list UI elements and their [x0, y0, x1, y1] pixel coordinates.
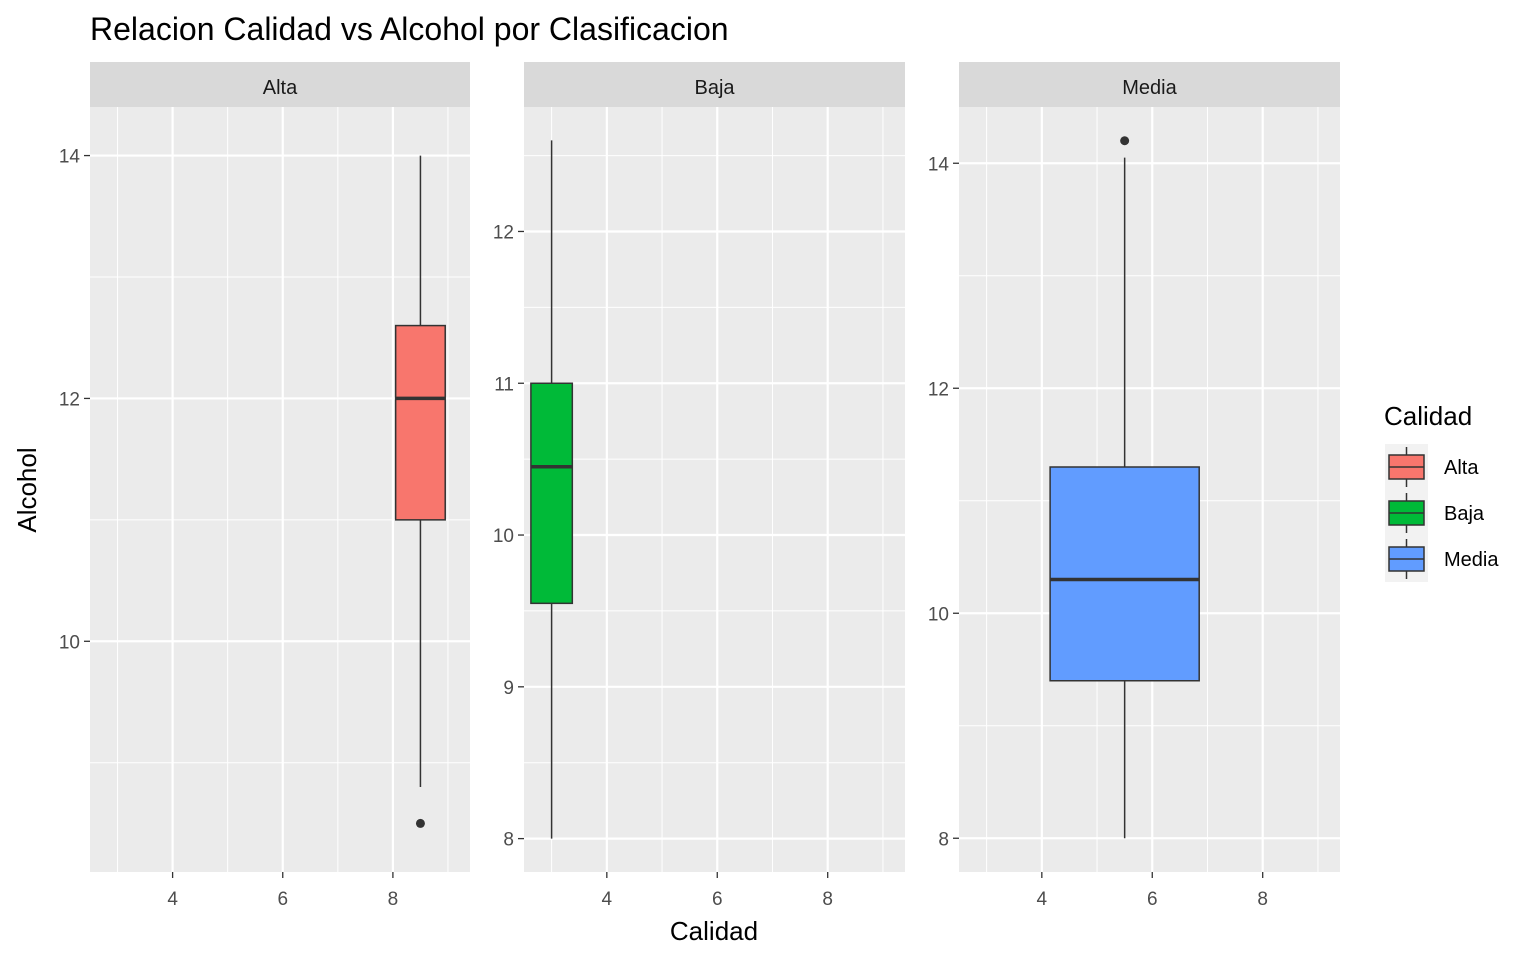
x-tick-label: 8 — [1257, 889, 1268, 910]
box-iqr — [1049, 466, 1200, 682]
boxplot-alta — [394, 155, 446, 828]
legend: Calidad Alta Baja Media — [1384, 401, 1499, 582]
facet-strip-label: Media — [1122, 77, 1177, 99]
y-tick-label: 8 — [938, 829, 949, 850]
legend-entry-baja: Baja — [1385, 490, 1485, 536]
facet-panel-media: Media 8 10 12 14 4 6 8 — [928, 62, 1340, 910]
y-tick-label: 14 — [59, 147, 81, 168]
y-tick-label: 12 — [493, 222, 514, 243]
y-tick-label: 12 — [59, 389, 80, 410]
y-tick-label: 9 — [503, 678, 514, 699]
legend-label: Media — [1444, 549, 1499, 571]
facet-strip — [524, 62, 905, 107]
legend-entry-media: Media — [1385, 536, 1499, 582]
x-tick-label: 6 — [712, 889, 723, 910]
y-tick-label: 10 — [59, 632, 80, 653]
boxplot-baja — [530, 140, 574, 839]
legend-entry-alta: Alta — [1385, 444, 1479, 490]
facet-panel-alta: Alta 10 12 14 4 6 8 — [59, 62, 470, 910]
x-tick-label: 4 — [1037, 889, 1048, 910]
legend-keys: Alta Baja Media — [1385, 444, 1499, 582]
boxplot-media — [1049, 136, 1200, 839]
outlier-point — [1120, 136, 1130, 146]
x-tick-label: 8 — [388, 889, 399, 910]
x-tick-label: 8 — [822, 889, 833, 910]
facet-panels: Alta 10 12 14 4 6 8 Baja 8 9 10 11 12 4 6 8 Media 8 10 12 14… — [59, 62, 1340, 910]
y-tick-label: 10 — [493, 526, 514, 547]
legend-title: Calidad — [1384, 401, 1472, 431]
facet-strip — [959, 62, 1340, 107]
x-tick-label: 6 — [1147, 889, 1158, 910]
facet-panel-baja: Baja 8 9 10 11 12 4 6 8 — [493, 62, 905, 910]
y-tick-label: 12 — [928, 379, 949, 400]
x-tick-label: 4 — [602, 889, 613, 910]
y-tick-label: 10 — [928, 604, 949, 625]
facet-strip — [90, 62, 470, 107]
outlier-point — [415, 818, 425, 828]
panel-background — [524, 107, 905, 872]
facet-strip-label: Alta — [263, 77, 298, 99]
chart-title: Relacion Calidad vs Alcohol por Clasific… — [90, 11, 729, 47]
facet-strip-label: Baja — [694, 77, 735, 99]
x-tick-label: 6 — [277, 889, 288, 910]
box-iqr — [394, 324, 446, 521]
y-axis-title: Alcohol — [12, 447, 42, 532]
x-tick-label: 4 — [167, 889, 178, 910]
legend-label: Baja — [1444, 503, 1485, 525]
y-tick-label: 8 — [503, 830, 514, 851]
y-tick-label: 11 — [494, 374, 514, 395]
legend-label: Alta — [1444, 457, 1479, 479]
x-axis-title: Calidad — [670, 916, 758, 946]
box-iqr — [530, 382, 574, 605]
y-tick-label: 14 — [928, 154, 950, 175]
